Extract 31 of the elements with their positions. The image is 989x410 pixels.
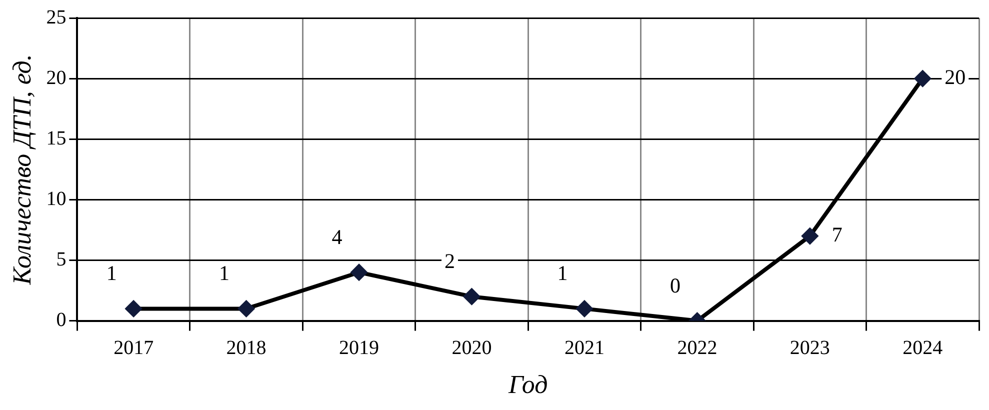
data-label: 1 (219, 261, 230, 286)
point (126, 300, 142, 317)
point (802, 228, 818, 244)
data-label: 7 (832, 222, 842, 247)
y-tick-label: 15 (46, 127, 66, 150)
data-label: 1 (106, 261, 117, 286)
y-axis-title: Количество ДТП, ед. (7, 54, 36, 286)
x-tick-label: 2017 (114, 337, 154, 360)
x-tick-label: 2021 (564, 337, 604, 360)
data-label: 0 (670, 273, 680, 298)
data-label: 4 (332, 224, 343, 249)
x-tick-label: 2024 (902, 337, 943, 360)
x-tick-label: 2023 (790, 337, 830, 360)
y-tick-label: 0 (56, 309, 66, 332)
point (238, 300, 254, 317)
point (351, 264, 368, 280)
data-label: 1 (557, 261, 568, 286)
data-label: 20 (944, 65, 966, 90)
x-tick-label: 2020 (452, 337, 492, 360)
x-tick-label: 2018 (226, 337, 266, 360)
point (464, 288, 480, 305)
point (914, 70, 931, 87)
y-tick-label: 20 (46, 66, 66, 89)
x-tick-label: 2022 (677, 337, 718, 360)
x-axis-title: Год (507, 370, 548, 400)
y-tick-label: 25 (46, 6, 66, 28)
point (576, 300, 592, 317)
data-label: 2 (444, 249, 455, 274)
y-tick-label: 5 (56, 248, 66, 270)
x-tick-label: 2019 (339, 337, 380, 360)
y-tick-label: 10 (46, 188, 66, 210)
